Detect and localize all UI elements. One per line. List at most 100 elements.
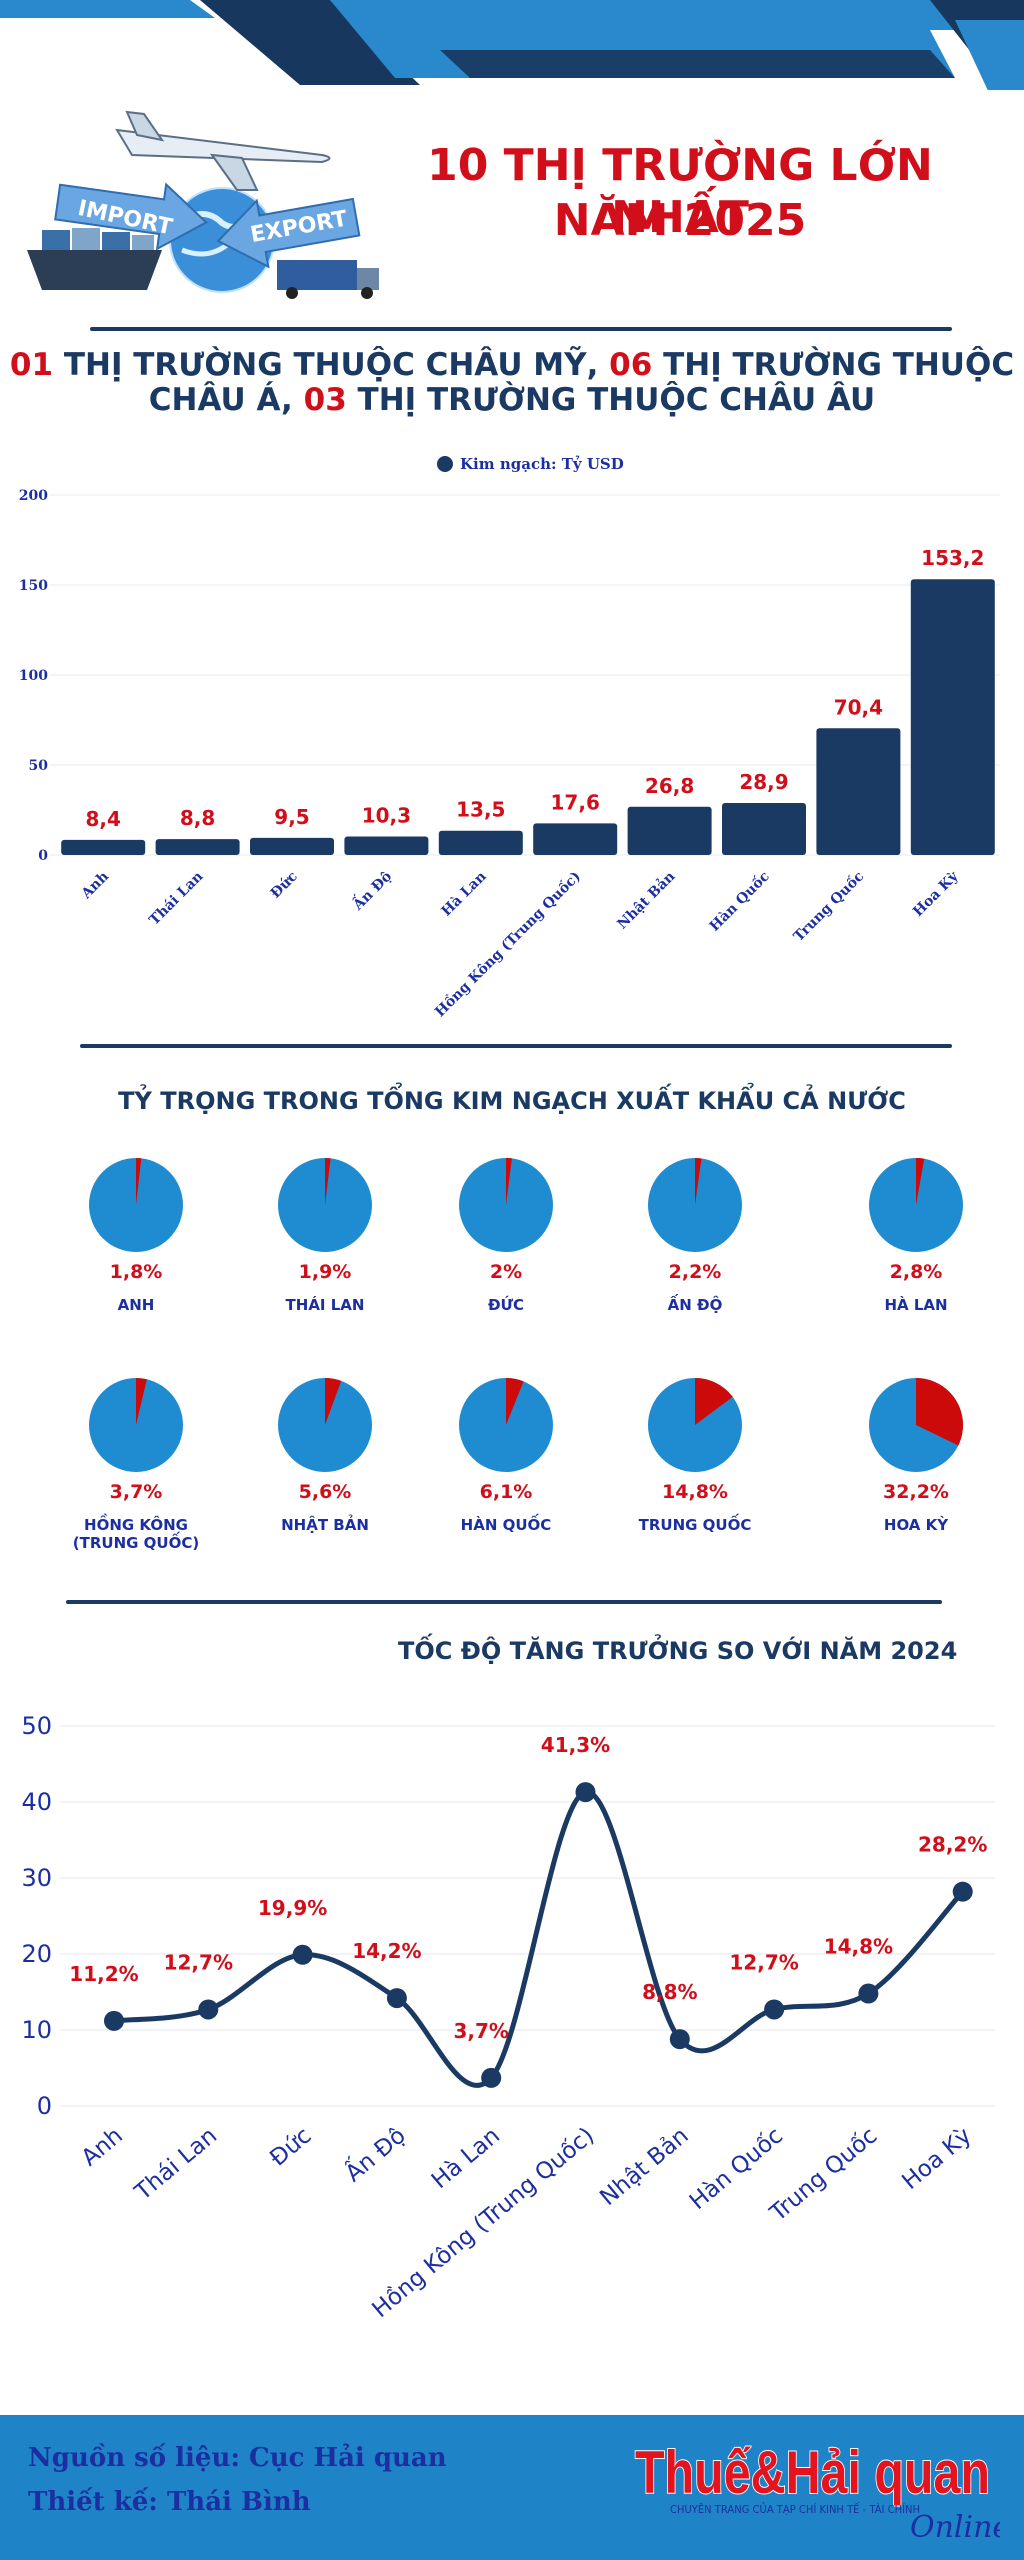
pie-value-label: 2,8% <box>890 1261 943 1283</box>
growth-value-label: 41,3% <box>541 1733 610 1757</box>
share-section-title: TỶ TRỌNG TRONG TỔNG KIM NGẠCH XUẤT KHẨU … <box>118 1087 906 1115</box>
growth-point <box>104 2010 124 2031</box>
pie-slice <box>136 1378 147 1425</box>
main-title-line1: 10 THỊ TRƯỜNG LỚN NHẤT <box>427 140 933 243</box>
growth-value-label: 19,9% <box>258 1896 327 1920</box>
bar-y-tick: 0 <box>38 848 48 864</box>
bar-x-tick: Hồng Kông (Trung Quốc) <box>431 867 584 1020</box>
growth-point <box>764 1999 785 2020</box>
line-x-tick: Đức <box>265 2123 316 2172</box>
bar-x-tick: Hàn Quốc <box>705 867 773 935</box>
subtitle-count-americas: 01 <box>9 347 54 383</box>
design-credit: Thiết kế: Thái Bình <box>28 2487 311 2517</box>
legend-label: Kim ngạch: Tỷ USD <box>460 455 624 473</box>
pie-value-label: 6,1% <box>480 1481 533 1503</box>
growth-point <box>858 1983 879 2004</box>
divider-3 <box>66 1600 942 1604</box>
divider-1 <box>90 327 952 331</box>
airplane-icon <box>115 128 331 164</box>
bar-x-tick: Đức <box>268 869 301 902</box>
bar <box>722 802 806 855</box>
import-arrow <box>54 182 208 251</box>
growth-line <box>113 1789 965 2088</box>
pie-value-label: 1,8% <box>110 1261 163 1283</box>
growth-point <box>292 1944 313 1965</box>
line-x-tick: Ấn Độ <box>338 2120 411 2188</box>
main-title-line2: NĂM 2025 <box>553 195 807 246</box>
line-x-tick: Thái Lan <box>130 2123 222 2207</box>
bar-x-tick: Trung Quốc <box>789 867 867 945</box>
pie-charts: 1,8% ANH 1,9% THÁI LAN 2% ĐỨC 2,2% ẤN ĐỘ 2,8% HÀ … <box>73 1158 963 1552</box>
pie-slice <box>136 1158 142 1205</box>
subtitle-count-asia: 06 <box>609 347 653 383</box>
pie-name-label: ẤN ĐỘ <box>668 1293 723 1314</box>
legend-marker <box>437 456 453 472</box>
header-decoration <box>0 0 1024 90</box>
growth-value-label: 14,2% <box>352 1939 421 1963</box>
export-arrow <box>216 197 361 269</box>
bar-value-label: 153,2 <box>921 546 984 570</box>
pie-slice <box>506 1378 524 1425</box>
growth-point <box>198 1999 219 2020</box>
growth-value-label: 3,7% <box>453 2019 508 2043</box>
bar <box>816 728 901 855</box>
pie-slice <box>325 1378 342 1425</box>
pie-slice <box>916 1378 963 1446</box>
line-x-tick: Hà Lan <box>427 2123 505 2194</box>
bar-y-tick: 50 <box>29 758 49 774</box>
line-y-tick: 10 <box>21 2016 52 2044</box>
bar <box>155 839 240 855</box>
bar <box>910 579 995 855</box>
bar-x-tick: Hoa Kỳ <box>910 868 962 920</box>
pie-name-label: NHẬT BẢN <box>281 1513 369 1534</box>
svg-text:CHUYÊN TRANG CỦA TẠP CHÍ KINH: CHUYÊN TRANG CỦA TẠP CHÍ KINH TẾ - TÀI C… <box>670 2502 920 2516</box>
line-y-tick: 30 <box>21 1864 52 1892</box>
pie-name-label: ANH <box>118 1296 155 1314</box>
bar-value-label: 8,4 <box>85 807 120 831</box>
subtitle-text-asia-b: CHÂU Á, <box>148 382 304 418</box>
pie-name-label: ĐỨC <box>488 1295 524 1314</box>
bar-value-label: 9,5 <box>274 805 309 829</box>
pie-name-label: HÀ LAN <box>884 1295 947 1314</box>
pie-name-label: TRUNG QUỐC <box>639 1513 752 1534</box>
bar <box>250 837 334 855</box>
divider-2 <box>80 1044 952 1048</box>
line-x-tick: Hoa Kỳ <box>897 2123 976 2195</box>
bar-value-label: 10,3 <box>362 803 411 827</box>
pie-value-label: 32,2% <box>883 1481 949 1503</box>
line-y-tick: 20 <box>21 1940 52 1968</box>
bar-value-label: 8,8 <box>180 806 215 830</box>
bar <box>61 839 146 855</box>
growth-point <box>575 1782 596 1803</box>
pie-value-label: 5,6% <box>299 1481 352 1503</box>
bar-x-tick: Anh <box>78 869 112 903</box>
subtitle-count-europe: 03 <box>303 382 347 418</box>
bar <box>438 830 523 855</box>
pie-name-label: THÁI LAN <box>286 1295 365 1314</box>
growth-value-label: 8,8% <box>642 1980 697 2004</box>
growth-point <box>386 1988 407 2009</box>
truck-icon <box>277 260 357 290</box>
growth-point <box>952 1881 973 1902</box>
pie-slice <box>325 1158 331 1205</box>
subtitle-text-europe: THỊ TRƯỜNG THUỘC CHÂU ÂU <box>346 382 876 418</box>
pie-name-label-line2: (TRUNG QUỐC) <box>73 1531 199 1552</box>
pie-value-label: 2% <box>490 1261 522 1283</box>
bar-value-label: 13,5 <box>456 798 505 822</box>
pie-name-label: HỒNG KÔNG <box>84 1512 188 1534</box>
svg-text:Online: Online <box>910 2510 1000 2545</box>
subtitle-line2: CHÂU Á, 03 THỊ TRƯỜNG THUỘC CHÂU ÂU <box>0 380 1024 420</box>
subtitle-text-asia-a: THỊ TRƯỜNG THUỘC <box>652 347 1015 383</box>
cargo-ship-icon <box>27 250 162 290</box>
bar <box>533 823 618 855</box>
growth-value-label: 28,2% <box>918 1833 987 1857</box>
growth-value-label: 12,7% <box>729 1950 798 1974</box>
bar-chart: Kim ngạch: Tỷ USD 0 50 100 150 200 8,4 Anh 8,8 Th… <box>19 455 1000 1020</box>
pie-slice <box>695 1158 702 1205</box>
pie-name-label: HOA KỲ <box>884 1515 949 1534</box>
growth-value-label: 12,7% <box>164 1950 233 1974</box>
pie-value-label: 3,7% <box>110 1481 163 1503</box>
line-chart: 0 10 20 30 40 50 11,2% Anh 12,7% Thái Lan 19,9% Đức… <box>21 1712 995 2323</box>
source-credit: Nguồn số liệu: Cục Hải quan <box>28 2443 447 2473</box>
subtitle-text-americas: THỊ TRƯỜNG THUỘC CHÂU MỸ, <box>53 347 610 383</box>
